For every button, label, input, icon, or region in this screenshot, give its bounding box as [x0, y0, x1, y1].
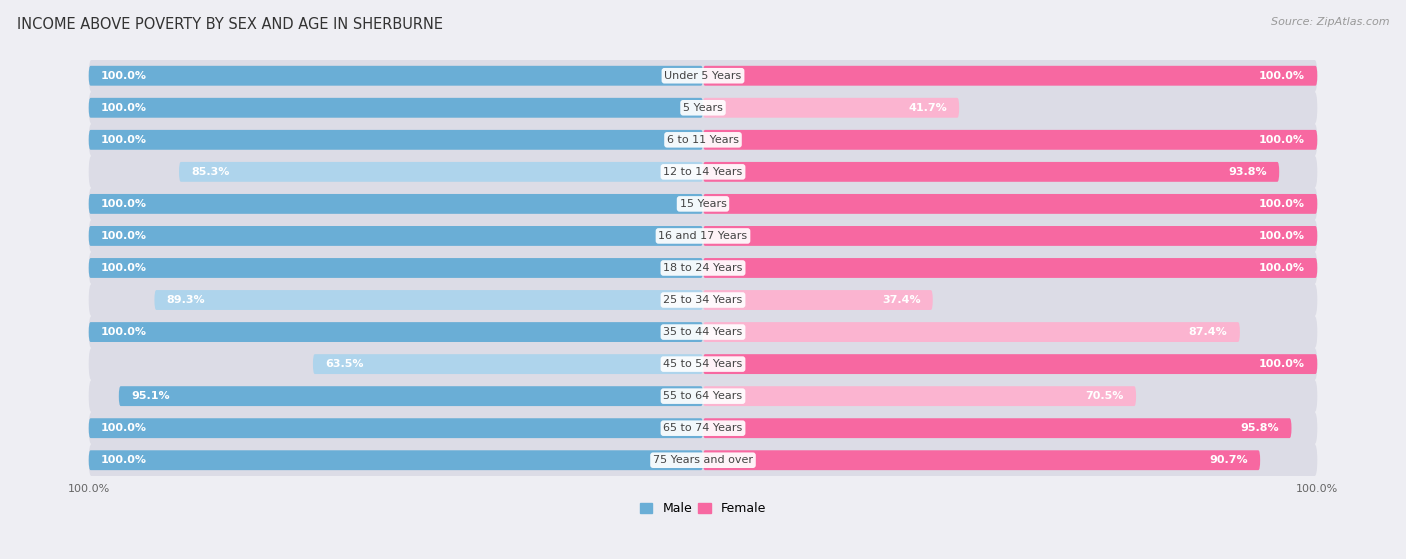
Text: 41.7%: 41.7%	[908, 103, 946, 113]
FancyBboxPatch shape	[703, 290, 932, 310]
Text: 37.4%: 37.4%	[882, 295, 921, 305]
FancyBboxPatch shape	[703, 194, 1317, 214]
FancyBboxPatch shape	[703, 66, 1317, 86]
FancyBboxPatch shape	[89, 322, 703, 342]
FancyBboxPatch shape	[89, 418, 703, 438]
Text: 89.3%: 89.3%	[167, 295, 205, 305]
Text: 75 Years and over: 75 Years and over	[652, 455, 754, 465]
Text: 100.0%: 100.0%	[101, 103, 148, 113]
Text: 100.0%: 100.0%	[101, 135, 148, 145]
FancyBboxPatch shape	[703, 418, 1292, 438]
FancyBboxPatch shape	[314, 354, 703, 374]
Text: 100.0%: 100.0%	[67, 484, 110, 494]
Text: 100.0%: 100.0%	[1296, 484, 1339, 494]
Text: 95.8%: 95.8%	[1240, 423, 1279, 433]
FancyBboxPatch shape	[89, 92, 1317, 124]
Text: 93.8%: 93.8%	[1229, 167, 1267, 177]
Text: 95.1%: 95.1%	[131, 391, 170, 401]
FancyBboxPatch shape	[703, 258, 1317, 278]
FancyBboxPatch shape	[89, 380, 1317, 413]
FancyBboxPatch shape	[155, 290, 703, 310]
FancyBboxPatch shape	[89, 124, 1317, 156]
Text: 87.4%: 87.4%	[1189, 327, 1227, 337]
FancyBboxPatch shape	[89, 220, 1317, 252]
Text: 5 Years: 5 Years	[683, 103, 723, 113]
Text: Source: ZipAtlas.com: Source: ZipAtlas.com	[1271, 17, 1389, 27]
Text: 100.0%: 100.0%	[1258, 71, 1305, 80]
Text: 100.0%: 100.0%	[1258, 359, 1305, 369]
Text: 25 to 34 Years: 25 to 34 Years	[664, 295, 742, 305]
Text: INCOME ABOVE POVERTY BY SEX AND AGE IN SHERBURNE: INCOME ABOVE POVERTY BY SEX AND AGE IN S…	[17, 17, 443, 32]
FancyBboxPatch shape	[89, 444, 1317, 477]
FancyBboxPatch shape	[703, 130, 1317, 150]
FancyBboxPatch shape	[703, 354, 1317, 374]
FancyBboxPatch shape	[89, 226, 703, 246]
Text: 100.0%: 100.0%	[101, 231, 148, 241]
Text: 15 Years: 15 Years	[679, 199, 727, 209]
Text: 100.0%: 100.0%	[1258, 135, 1305, 145]
Text: 70.5%: 70.5%	[1085, 391, 1123, 401]
FancyBboxPatch shape	[703, 451, 1260, 470]
FancyBboxPatch shape	[89, 188, 1317, 220]
Text: 100.0%: 100.0%	[1258, 231, 1305, 241]
Text: 100.0%: 100.0%	[1258, 263, 1305, 273]
Text: 100.0%: 100.0%	[101, 199, 148, 209]
FancyBboxPatch shape	[89, 412, 1317, 444]
Text: 100.0%: 100.0%	[101, 71, 148, 80]
Text: 100.0%: 100.0%	[101, 455, 148, 465]
Text: 12 to 14 Years: 12 to 14 Years	[664, 167, 742, 177]
FancyBboxPatch shape	[89, 451, 703, 470]
FancyBboxPatch shape	[703, 98, 959, 118]
FancyBboxPatch shape	[89, 283, 1317, 316]
Text: 100.0%: 100.0%	[101, 327, 148, 337]
Text: 100.0%: 100.0%	[1258, 199, 1305, 209]
FancyBboxPatch shape	[89, 155, 1317, 188]
Text: 100.0%: 100.0%	[101, 263, 148, 273]
FancyBboxPatch shape	[703, 226, 1317, 246]
FancyBboxPatch shape	[120, 386, 703, 406]
FancyBboxPatch shape	[89, 98, 703, 118]
Text: 45 to 54 Years: 45 to 54 Years	[664, 359, 742, 369]
Text: 16 and 17 Years: 16 and 17 Years	[658, 231, 748, 241]
FancyBboxPatch shape	[89, 258, 703, 278]
Text: 63.5%: 63.5%	[325, 359, 364, 369]
FancyBboxPatch shape	[89, 130, 703, 150]
Text: 55 to 64 Years: 55 to 64 Years	[664, 391, 742, 401]
Text: 18 to 24 Years: 18 to 24 Years	[664, 263, 742, 273]
FancyBboxPatch shape	[703, 322, 1240, 342]
Text: 100.0%: 100.0%	[101, 423, 148, 433]
Text: 65 to 74 Years: 65 to 74 Years	[664, 423, 742, 433]
Legend: Male, Female: Male, Female	[636, 497, 770, 520]
FancyBboxPatch shape	[703, 386, 1136, 406]
Text: 90.7%: 90.7%	[1209, 455, 1249, 465]
FancyBboxPatch shape	[179, 162, 703, 182]
FancyBboxPatch shape	[89, 66, 703, 86]
Text: 6 to 11 Years: 6 to 11 Years	[666, 135, 740, 145]
FancyBboxPatch shape	[89, 194, 703, 214]
FancyBboxPatch shape	[89, 59, 1317, 92]
Text: 85.3%: 85.3%	[191, 167, 229, 177]
FancyBboxPatch shape	[89, 252, 1317, 285]
Text: 35 to 44 Years: 35 to 44 Years	[664, 327, 742, 337]
Text: Under 5 Years: Under 5 Years	[665, 71, 741, 80]
FancyBboxPatch shape	[89, 316, 1317, 348]
FancyBboxPatch shape	[703, 162, 1279, 182]
FancyBboxPatch shape	[89, 348, 1317, 381]
